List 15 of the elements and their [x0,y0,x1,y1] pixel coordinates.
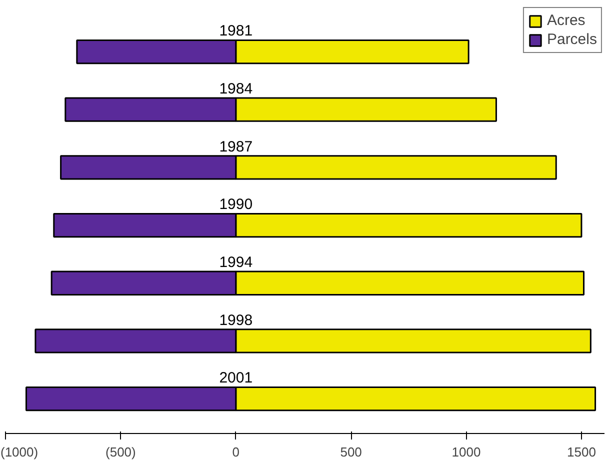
x-tick-label: 500 [340,444,362,460]
y-tick-label: 1998 [219,312,253,329]
x-tick-label: (500) [106,444,136,460]
y-tick-label: 1981 [219,22,253,40]
x-tick-label: 1000 [452,444,481,460]
legend-label: Acres [546,12,586,29]
y-tick-label: 1987 [219,138,253,156]
x-tick-label: 1500 [567,444,596,460]
y-tick-label: 1990 [219,196,253,214]
legend-label: Parcels [546,31,597,48]
y-tick-label: 2001 [219,370,253,387]
x-tick-label: (1000) [0,444,38,460]
y-tick-label: 1994 [219,254,253,271]
x-tick-label: 0 [232,444,240,460]
y-tick-label: 1984 [219,80,253,98]
